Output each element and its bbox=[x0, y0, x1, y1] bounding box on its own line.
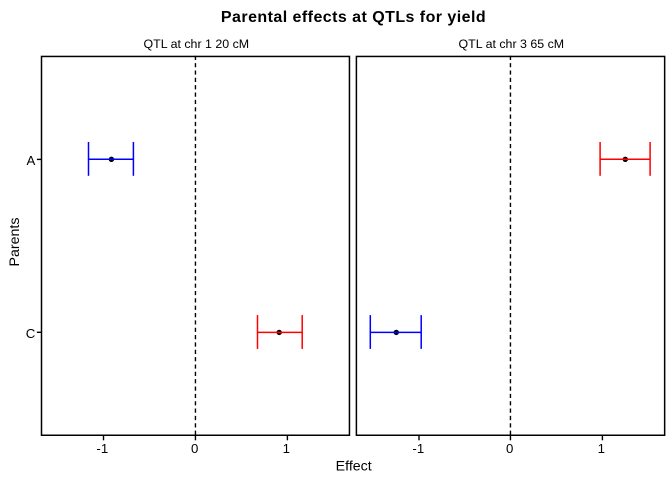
svg-text:Parents: Parents bbox=[7, 218, 23, 267]
svg-text:0: 0 bbox=[506, 441, 513, 456]
svg-text:A: A bbox=[27, 153, 36, 168]
svg-text:1: 1 bbox=[283, 441, 290, 456]
svg-text:C: C bbox=[26, 326, 36, 341]
svg-text:QTL at chr 1 20 cM: QTL at chr 1 20 cM bbox=[144, 37, 250, 51]
svg-text:1: 1 bbox=[598, 441, 605, 456]
svg-text:-1: -1 bbox=[96, 441, 108, 456]
svg-text:Parental effects at QTLs for y: Parental effects at QTLs for yield bbox=[221, 9, 486, 26]
svg-text:Effect: Effect bbox=[336, 458, 372, 474]
svg-text:-1: -1 bbox=[412, 441, 424, 456]
svg-text:QTL at chr 3 65 cM: QTL at chr 3 65 cM bbox=[459, 37, 565, 51]
svg-text:0: 0 bbox=[191, 441, 198, 456]
